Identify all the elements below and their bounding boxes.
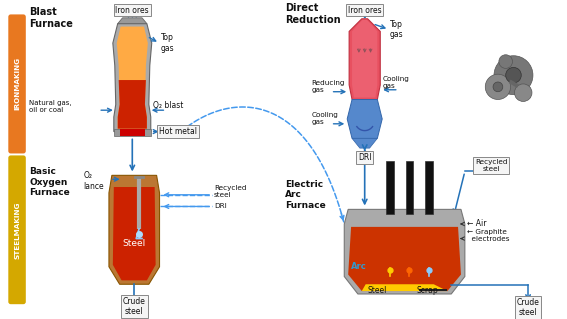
Polygon shape <box>352 138 377 148</box>
Bar <box>121 129 143 137</box>
Text: IRONMAKING: IRONMAKING <box>14 56 20 109</box>
Bar <box>120 129 145 137</box>
Polygon shape <box>118 18 147 24</box>
Polygon shape <box>347 100 382 138</box>
Circle shape <box>494 56 533 95</box>
Text: Arc: Arc <box>351 262 367 271</box>
Text: Crude
steel: Crude steel <box>123 297 146 316</box>
Text: Reducing
gas: Reducing gas <box>311 80 345 93</box>
Text: Iron ores: Iron ores <box>116 5 149 15</box>
Bar <box>425 161 433 214</box>
Text: Blast
Furnace: Blast Furnace <box>29 7 73 29</box>
Text: Cooling
gas: Cooling gas <box>382 77 409 89</box>
Circle shape <box>506 67 521 83</box>
Text: Electric
Arc
Furnace: Electric Arc Furnace <box>285 180 325 210</box>
Polygon shape <box>113 24 152 131</box>
Bar <box>386 161 394 214</box>
Text: ← Air: ← Air <box>467 219 486 228</box>
FancyBboxPatch shape <box>9 155 26 304</box>
Text: Recycled
steel: Recycled steel <box>475 159 507 172</box>
Text: ← Graphite
  electrodes: ← Graphite electrodes <box>467 229 509 242</box>
Bar <box>128 10 136 16</box>
Text: Top
gas: Top gas <box>390 20 404 39</box>
Polygon shape <box>419 289 447 291</box>
Polygon shape <box>118 80 147 129</box>
Text: O₂ blast: O₂ blast <box>153 101 183 110</box>
Polygon shape <box>113 187 155 280</box>
Text: O₂
lance: O₂ lance <box>84 172 104 191</box>
Text: Hot metal: Hot metal <box>159 127 197 136</box>
Bar <box>509 80 519 88</box>
Polygon shape <box>349 19 380 100</box>
Polygon shape <box>117 26 148 129</box>
Text: Basic
Oxygen
Furnace: Basic Oxygen Furnace <box>29 167 70 197</box>
Text: DRI: DRI <box>214 204 227 210</box>
Text: STEELMAKING: STEELMAKING <box>14 201 20 259</box>
Bar <box>405 161 413 214</box>
Text: Natural gas,
oil or coal: Natural gas, oil or coal <box>29 100 72 113</box>
Text: Iron ores: Iron ores <box>348 5 382 15</box>
Text: Recycled
steel: Recycled steel <box>214 185 247 198</box>
Text: Steel: Steel <box>367 286 387 294</box>
Polygon shape <box>362 284 447 291</box>
Text: Steel: Steel <box>122 239 146 248</box>
Text: Crude
steel: Crude steel <box>517 298 539 317</box>
Text: Cooling
gas: Cooling gas <box>311 112 338 125</box>
Polygon shape <box>109 175 159 284</box>
Text: Direct
Reduction: Direct Reduction <box>285 3 341 25</box>
Polygon shape <box>344 209 465 294</box>
Circle shape <box>499 55 513 68</box>
Text: Scrap: Scrap <box>416 286 438 294</box>
Text: DRI: DRI <box>358 153 371 162</box>
Polygon shape <box>352 20 377 98</box>
Bar <box>114 129 151 137</box>
FancyBboxPatch shape <box>9 14 26 153</box>
Circle shape <box>493 82 503 92</box>
Polygon shape <box>348 227 461 291</box>
Circle shape <box>514 84 532 101</box>
Circle shape <box>485 74 510 100</box>
Text: Top
gas: Top gas <box>160 33 174 53</box>
